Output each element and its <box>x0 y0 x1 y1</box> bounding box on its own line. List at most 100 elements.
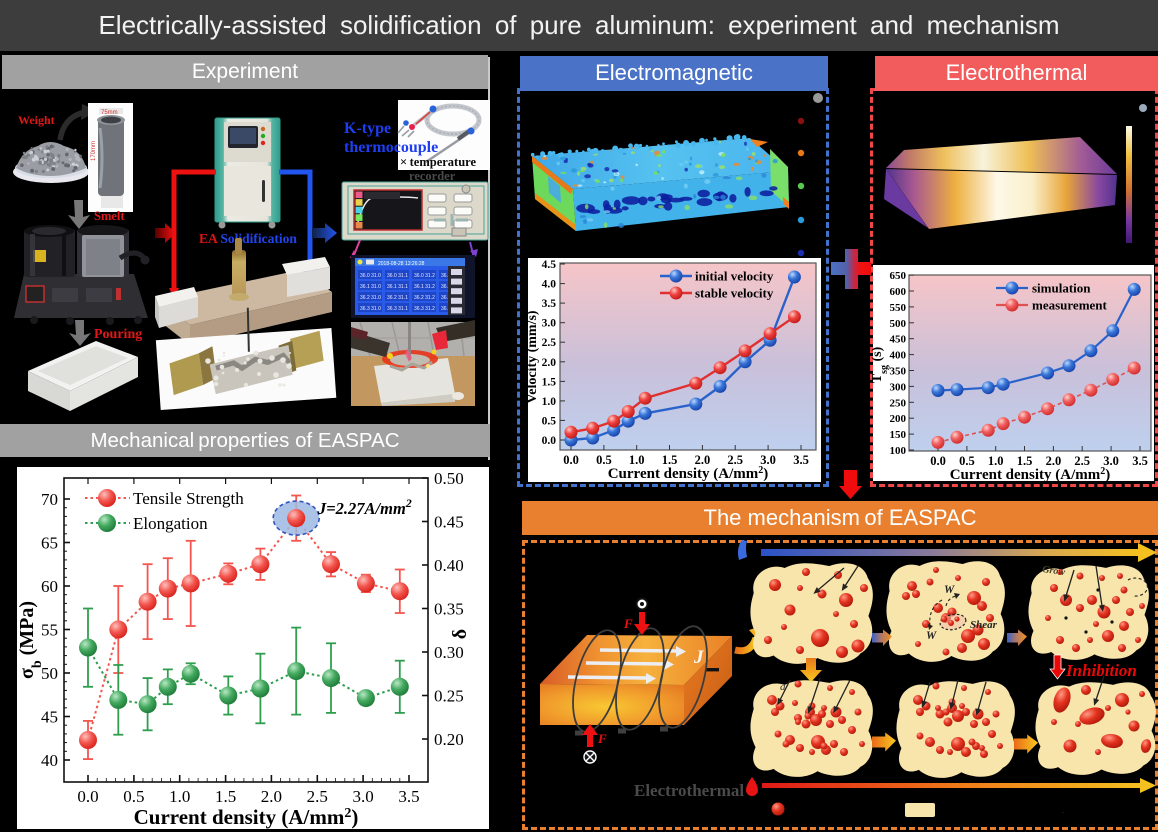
svg-text:65: 65 <box>41 534 58 553</box>
svg-text:0.45: 0.45 <box>434 513 464 532</box>
svg-text:a: a <box>780 681 786 693</box>
svg-text:250: 250 <box>890 397 907 409</box>
svg-text:36.2 31.0: 36.2 31.0 <box>360 295 381 301</box>
svg-text:3.5: 3.5 <box>542 298 557 310</box>
svg-text:2.0: 2.0 <box>695 453 711 467</box>
svg-text:3.5: 3.5 <box>398 787 419 806</box>
svg-text:75mm: 75mm <box>101 110 118 116</box>
svg-text:170mm: 170mm <box>91 141 97 161</box>
svg-text:3.0: 3.0 <box>760 453 776 467</box>
svg-text:36.1 31.1: 36.1 31.1 <box>387 284 408 290</box>
svg-text:1.5: 1.5 <box>662 453 678 467</box>
svg-text:0.0: 0.0 <box>77 787 98 806</box>
svg-text:Smelt: Smelt <box>94 209 125 223</box>
svg-text:δ: δ <box>449 629 471 639</box>
svg-text:36.0 31.1: 36.0 31.1 <box>387 273 408 279</box>
svg-text:60: 60 <box>41 577 58 596</box>
svg-text:3.5: 3.5 <box>793 453 809 467</box>
svg-text:Weight: Weight <box>18 113 55 127</box>
svg-text:150: 150 <box>890 429 907 441</box>
svg-text:0.5: 0.5 <box>596 453 612 467</box>
svg-text:450: 450 <box>890 334 907 346</box>
svg-text:100: 100 <box>890 445 907 457</box>
svg-text:40: 40 <box>41 751 58 770</box>
svg-text:Current density (A/mm2): Current density (A/mm2) <box>134 805 359 829</box>
svg-text:350: 350 <box>890 366 907 378</box>
svg-text:650: 650 <box>890 270 907 282</box>
svg-text:Shear: Shear <box>970 619 998 631</box>
svg-text:0.25: 0.25 <box>434 687 464 706</box>
svg-text:Tsg (s): Tsg (s) <box>870 346 890 383</box>
svg-text:2018-08-28 13:26:28: 2018-08-28 13:26:28 <box>378 261 425 267</box>
svg-text:600: 600 <box>890 286 907 298</box>
svg-text:0.20: 0.20 <box>434 730 464 749</box>
svg-text:Velocity (mm/s): Velocity (mm/s) <box>525 310 540 404</box>
svg-text:36.3 31.2: 36.3 31.2 <box>414 306 435 312</box>
svg-text:300: 300 <box>890 381 907 393</box>
svg-text:1.5: 1.5 <box>1017 454 1033 468</box>
svg-text:simulation: simulation <box>1032 281 1091 296</box>
svg-text:Inhibition: Inhibition <box>1065 661 1137 680</box>
svg-text:J: J <box>693 647 704 668</box>
svg-text:36.1 31.0: 36.1 31.0 <box>360 284 381 290</box>
svg-text:0.35: 0.35 <box>434 600 464 619</box>
svg-text:36.2 31.2: 36.2 31.2 <box>414 295 435 301</box>
svg-text:1.0: 1.0 <box>169 787 190 806</box>
svg-text:1.0: 1.0 <box>542 396 557 408</box>
svg-text:36.1 31.2: 36.1 31.2 <box>414 284 435 290</box>
svg-text:0.0: 0.0 <box>563 453 579 467</box>
svg-text:400: 400 <box>890 350 907 362</box>
svg-text:× temperature: × temperature <box>400 155 476 169</box>
svg-text:0.5: 0.5 <box>959 454 975 468</box>
svg-text:2.0: 2.0 <box>542 357 557 369</box>
svg-text:0.5: 0.5 <box>123 787 144 806</box>
svg-text:0.40: 0.40 <box>434 556 464 575</box>
svg-text:550: 550 <box>890 302 907 314</box>
svg-text:Grow: Grow <box>1042 564 1066 578</box>
svg-text:36.3 31.0: 36.3 31.0 <box>360 306 381 312</box>
svg-text:W: W <box>944 584 955 596</box>
svg-text:Current density (A/mm2): Current density (A/mm2) <box>950 466 1111 484</box>
svg-text:36.3 31.1: 36.3 31.1 <box>387 306 408 312</box>
svg-text:Elongation: Elongation <box>133 514 208 533</box>
svg-text:Electrothermal: Electrothermal <box>634 781 744 800</box>
svg-text:1.5: 1.5 <box>542 376 557 388</box>
svg-text:measurement: measurement <box>1032 298 1108 313</box>
svg-text:2.5: 2.5 <box>727 453 743 467</box>
svg-text:recorder: recorder <box>409 169 456 183</box>
svg-text:K-type: K-type <box>344 120 391 137</box>
svg-text:70: 70 <box>41 490 58 509</box>
svg-text:45: 45 <box>41 708 58 727</box>
svg-text:initial velocity: initial velocity <box>695 269 774 284</box>
svg-text:3.5: 3.5 <box>1132 454 1148 468</box>
svg-text:200: 200 <box>890 413 907 425</box>
svg-text:3.0: 3.0 <box>352 787 373 806</box>
svg-text:0.50: 0.50 <box>434 469 464 488</box>
svg-text:stable velocity: stable velocity <box>695 286 774 301</box>
svg-text:0.0: 0.0 <box>930 454 946 468</box>
svg-text:500: 500 <box>890 318 907 330</box>
svg-text:2.0: 2.0 <box>261 787 282 806</box>
svg-text:0.5: 0.5 <box>542 415 557 427</box>
svg-text:2.5: 2.5 <box>307 787 328 806</box>
svg-text:3.0: 3.0 <box>1103 454 1119 468</box>
svg-text:36.2 31.1: 36.2 31.1 <box>387 295 408 301</box>
svg-text:3.0: 3.0 <box>542 318 557 330</box>
svg-text:36.0 31.2: 36.0 31.2 <box>414 273 435 279</box>
svg-text:Pouring: Pouring <box>94 327 142 342</box>
svg-text:2.5: 2.5 <box>1074 454 1090 468</box>
svg-text:2.0: 2.0 <box>1046 454 1062 468</box>
svg-text:1.5: 1.5 <box>215 787 236 806</box>
svg-text:4.0: 4.0 <box>542 279 557 291</box>
svg-text:1.0: 1.0 <box>629 453 645 467</box>
svg-text:thermocouple: thermocouple <box>344 139 438 156</box>
svg-text:0.30: 0.30 <box>434 643 464 662</box>
svg-text:36.0 31.0: 36.0 31.0 <box>360 273 381 279</box>
svg-text:Tensile Strength: Tensile Strength <box>133 489 244 508</box>
svg-text:1.0: 1.0 <box>988 454 1004 468</box>
svg-text:.: . <box>1062 805 1064 815</box>
svg-text:55: 55 <box>41 621 58 640</box>
svg-text:W: W <box>926 630 937 642</box>
svg-text:J=2.27A/mm2: J=2.27A/mm2 <box>317 496 412 518</box>
svg-text:Current density (A/mm2): Current density (A/mm2) <box>608 465 769 483</box>
